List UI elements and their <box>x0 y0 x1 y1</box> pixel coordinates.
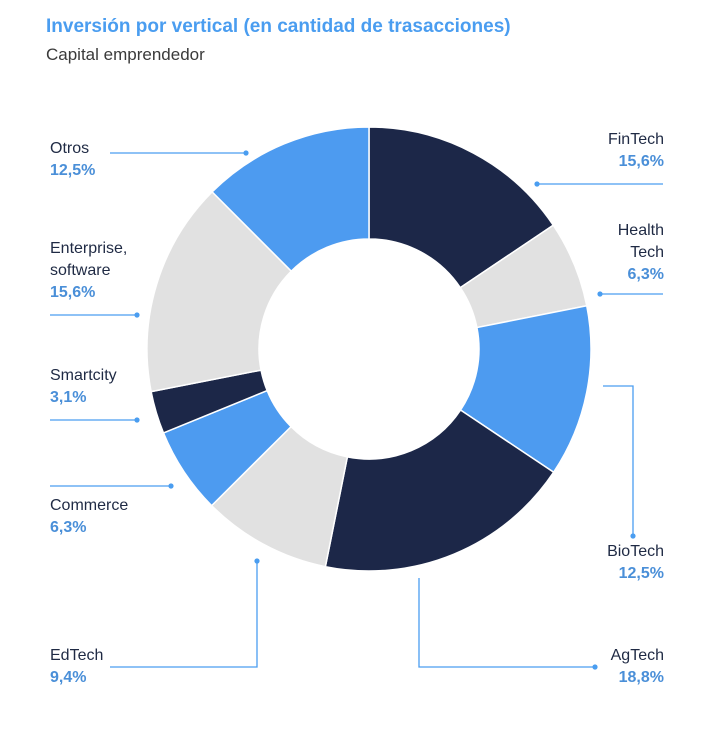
chart-subtitle: Capital emprendedor <box>46 45 205 64</box>
label-otros: Otros 12,5% <box>50 138 95 182</box>
label-edtech: EdTech 9,4% <box>50 645 103 689</box>
label-fintech-value: 15,6% <box>618 153 664 170</box>
leader-dot-agtech <box>592 664 598 670</box>
label-enterprise-software-value: 15,6% <box>50 284 96 301</box>
leader-line-edtech <box>110 561 258 668</box>
leader-dot-fintech <box>534 181 540 187</box>
label-otros-value: 12,5% <box>50 162 96 179</box>
slice-biotech <box>459 304 592 474</box>
label-otros-name: Otros <box>50 140 90 157</box>
label-health-tech-value: 6,3% <box>627 266 664 283</box>
leader-dot-commerce <box>168 483 174 489</box>
label-enterprise-software: Enterprise, software 15,6% <box>50 238 127 304</box>
label-biotech-name: BioTech <box>607 543 664 560</box>
label-edtech-name: EdTech <box>50 647 104 664</box>
chart-title: Inversión por vertical (en cantidad de t… <box>46 16 511 37</box>
leader-dot-health-tech <box>597 291 603 297</box>
label-biotech-value: 12,5% <box>618 565 664 582</box>
slice-enterprise-software <box>146 190 293 393</box>
label-health-tech: Health Tech 6,3% <box>618 220 664 286</box>
slice-otros <box>211 126 370 273</box>
leader-dot-biotech <box>630 533 636 539</box>
leader-dot-smartcity <box>134 417 140 423</box>
label-commerce-value: 6,3% <box>50 519 87 536</box>
leader-lines <box>50 150 663 670</box>
leader-dot-edtech <box>254 558 260 564</box>
label-fintech-name: FinTech <box>607 131 664 148</box>
leader-dot-enterprise-software <box>134 312 140 318</box>
slice-agtech <box>324 409 555 572</box>
label-enterprise-software-name: Enterprise, software <box>50 240 128 279</box>
leader-line-agtech <box>418 578 595 668</box>
label-fintech: FinTech 15,6% <box>608 129 664 173</box>
label-health-tech-name: Health Tech <box>617 222 664 261</box>
label-biotech: BioTech 12,5% <box>607 541 664 585</box>
label-smartcity: Smartcity 3,1% <box>50 365 117 409</box>
label-edtech-value: 9,4% <box>50 669 87 686</box>
label-agtech-name: AgTech <box>610 647 664 664</box>
leader-dot-otros <box>243 150 249 156</box>
label-agtech-value: 18,8% <box>618 669 664 686</box>
label-agtech: AgTech 18,8% <box>611 645 664 689</box>
label-smartcity-name: Smartcity <box>50 367 117 384</box>
leader-line-biotech <box>603 385 634 536</box>
label-commerce-name: Commerce <box>50 497 129 514</box>
label-smartcity-value: 3,1% <box>50 389 87 406</box>
slice-fintech <box>368 126 555 289</box>
label-commerce: Commerce 6,3% <box>50 495 128 539</box>
